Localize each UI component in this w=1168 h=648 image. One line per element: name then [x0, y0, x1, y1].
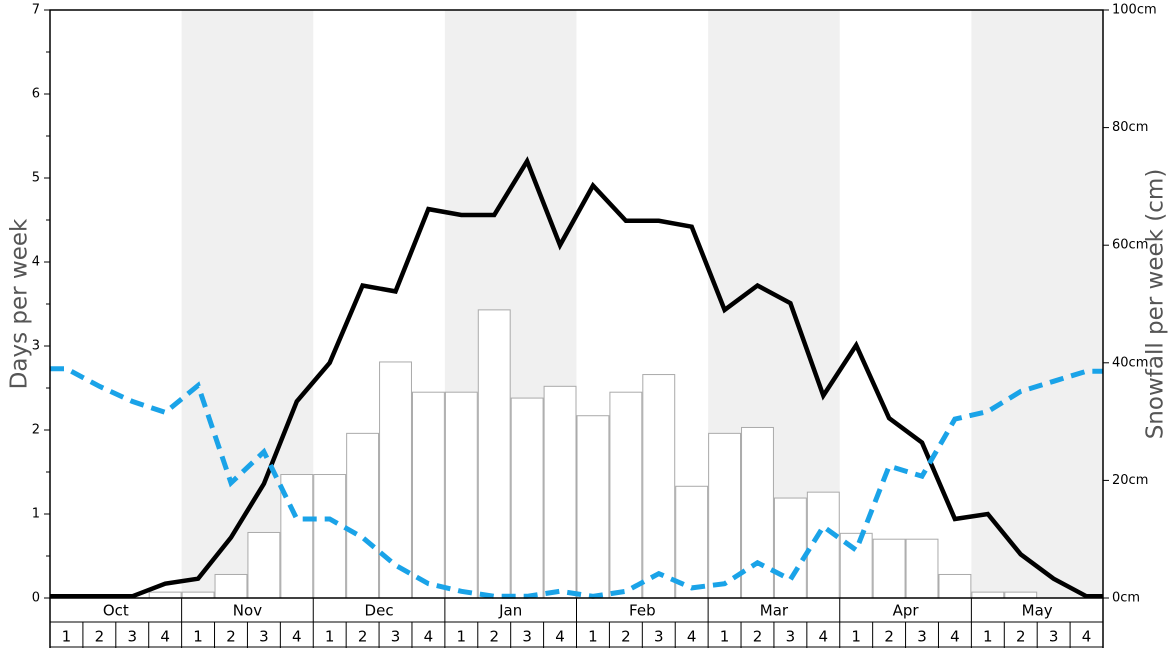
- month-label: Jan: [498, 602, 522, 620]
- right-axis-title: Snowfall per week (cm): [1143, 169, 1168, 440]
- month-bands: [181, 10, 1103, 598]
- week-label: 4: [160, 628, 170, 646]
- right-tick-label: 20cm: [1112, 473, 1148, 488]
- snowfall-bar: [379, 361, 412, 599]
- week-label: 4: [555, 628, 565, 646]
- week-label: 1: [720, 628, 730, 646]
- week-label: 1: [325, 628, 335, 646]
- snowfall-bar: [510, 397, 544, 599]
- week-label: 2: [358, 628, 368, 646]
- right-tick-label: 60cm: [1112, 238, 1148, 253]
- snowfall-bar: [609, 391, 643, 599]
- week-label: 2: [621, 628, 631, 646]
- week-label: 1: [588, 628, 598, 646]
- week-label: 3: [259, 628, 269, 646]
- left-tick-label: 0: [32, 591, 40, 606]
- snowfall-bar: [708, 432, 742, 599]
- week-label: 3: [654, 628, 664, 646]
- week-label: 3: [917, 628, 927, 646]
- left-tick-label: 7: [32, 3, 40, 18]
- week-label: 4: [950, 628, 960, 646]
- left-tick-label: 6: [32, 87, 40, 102]
- category-axis: Oct 1 2 3 4 Nov 1 2 3 4 Dec 1 2 3 4 Jan 1 2 3 4 Feb 1 2 3 4 Mar 1 2…: [49, 598, 1104, 648]
- dashed-line: [50, 366, 1103, 599]
- left-tick-label: 5: [32, 171, 40, 186]
- snowfall-bar: [872, 538, 906, 599]
- snowfall-bar: [642, 374, 676, 599]
- right-tick-label: 0cm: [1112, 591, 1140, 606]
- snowfall-bar: [1004, 591, 1038, 599]
- week-label: 4: [819, 628, 829, 646]
- snowfall-bar: [411, 391, 445, 599]
- month-label: Dec: [365, 602, 394, 620]
- week-label: 1: [457, 628, 467, 646]
- snowfall-bar: [938, 573, 972, 599]
- week-label: 1: [851, 628, 861, 646]
- snowfall-bar: [806, 491, 840, 599]
- snowfall-bar: [576, 415, 610, 599]
- right-tick-label: 80cm: [1112, 120, 1148, 135]
- snowfall-bar: [214, 573, 248, 599]
- month-label: Apr: [893, 602, 920, 620]
- snowfall-bar: [346, 432, 380, 599]
- data-lines: [50, 156, 1103, 599]
- month-label: May: [1022, 602, 1053, 620]
- snowfall-bar: [148, 591, 182, 599]
- week-label: 2: [884, 628, 894, 646]
- week-label: 4: [1082, 628, 1092, 646]
- week-label: 3: [391, 628, 401, 646]
- axes: 0 1 2 3 4 5 6 7 0cm 20cm 40cm 60cm 80cm 100cm: [32, 3, 1157, 606]
- week-label: 1: [62, 628, 72, 646]
- month-band: [971, 10, 1103, 598]
- left-tick-label: 1: [32, 507, 40, 522]
- week-label: 2: [1016, 628, 1026, 646]
- solid-line: [50, 156, 1103, 599]
- snowfall-bar: [543, 385, 577, 599]
- right-tick-label: 40cm: [1112, 355, 1148, 370]
- week-label: 3: [127, 628, 137, 646]
- snowfall-bar: [971, 591, 1005, 599]
- snowfall-bar: [675, 485, 709, 599]
- snowfall-bar: [905, 538, 939, 599]
- week-label: 3: [522, 628, 532, 646]
- week-label: 3: [786, 628, 796, 646]
- month-label: Feb: [629, 602, 656, 620]
- right-tick-label: 100cm: [1112, 3, 1157, 18]
- week-label: 1: [193, 628, 203, 646]
- left-tick-label: 3: [32, 339, 40, 354]
- snowfall-bar: [773, 497, 807, 599]
- month-label: Mar: [760, 602, 789, 620]
- week-label: 2: [95, 628, 105, 646]
- week-label: 4: [292, 628, 302, 646]
- week-label: 1: [983, 628, 993, 646]
- snowfall-bar: [741, 426, 774, 599]
- left-tick-label: 4: [32, 255, 40, 270]
- left-tick-label: 2: [32, 423, 40, 438]
- snowfall-bar: [313, 474, 347, 599]
- week-label: 4: [687, 628, 697, 646]
- left-axis-title: Days per week: [7, 218, 33, 389]
- snowfall-bar: [444, 391, 478, 599]
- week-label: 2: [226, 628, 236, 646]
- snowfall-bar: [247, 531, 281, 599]
- week-label: 2: [753, 628, 763, 646]
- snowfall-bar: [477, 309, 511, 599]
- week-label: 4: [424, 628, 434, 646]
- month-label: Nov: [233, 602, 262, 620]
- month-label: Oct: [103, 602, 129, 620]
- week-label: 2: [489, 628, 499, 646]
- snowfall-bar: [181, 591, 215, 599]
- week-label: 3: [1049, 628, 1059, 646]
